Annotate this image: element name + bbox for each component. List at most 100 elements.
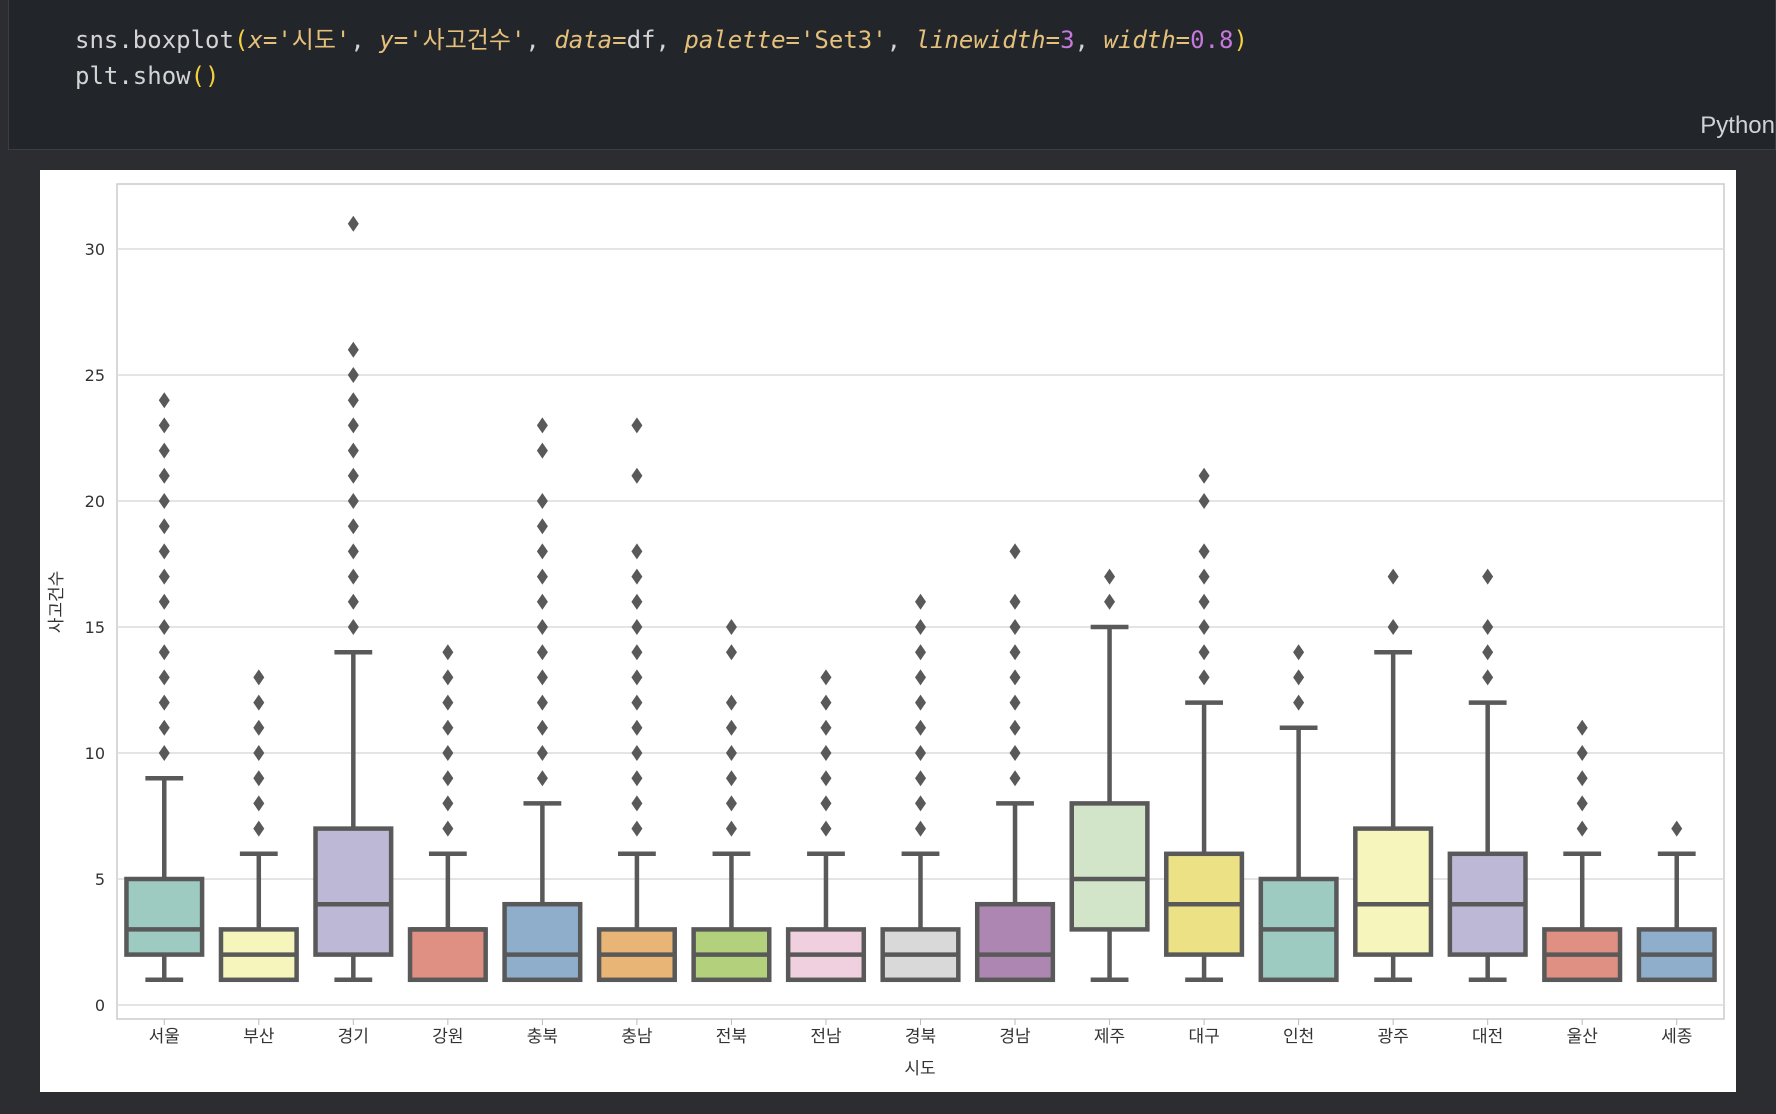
outlier-point <box>158 417 170 434</box>
outlier-point <box>631 694 643 711</box>
outlier-point <box>915 669 926 686</box>
outlier-point <box>1576 795 1588 812</box>
outlier-point <box>158 694 170 711</box>
outlier-point <box>1009 669 1021 686</box>
outlier-point <box>820 745 832 761</box>
box-group <box>1258 644 1339 983</box>
outlier-point <box>158 644 170 661</box>
y-tick-label: 10 <box>85 744 105 763</box>
box-group <box>880 593 961 983</box>
outlier-point <box>820 669 832 686</box>
outlier-point <box>631 593 643 610</box>
y-tick-label: 15 <box>85 618 105 637</box>
outlier-point <box>631 719 643 736</box>
outlier-point <box>158 669 170 686</box>
outlier-point <box>725 719 737 736</box>
box-group <box>785 669 867 983</box>
x-axis-label: 시도 <box>904 1059 935 1079</box>
x-tick-label: 제주 <box>1094 1027 1125 1047</box>
box <box>1353 826 1434 957</box>
x-tick-label: 울산 <box>1567 1027 1599 1047</box>
outlier-point <box>1671 820 1683 837</box>
outlier-point <box>631 619 643 635</box>
y-tick-label: 20 <box>85 492 105 511</box>
code-cell[interactable]: sns.boxplot(x='시도', y='사고건수', data=df, p… <box>8 0 1776 150</box>
outlier-point <box>347 568 359 585</box>
outlier-point <box>1387 619 1399 635</box>
outlier-point <box>631 820 643 837</box>
outlier-point <box>536 543 548 560</box>
outlier-point <box>1482 619 1494 635</box>
outlier-point <box>253 795 265 812</box>
box <box>1069 801 1150 932</box>
box <box>313 826 394 957</box>
outlier-point <box>1198 493 1210 509</box>
y-tick-label: 25 <box>85 366 105 385</box>
y-tick-label: 30 <box>85 240 105 259</box>
outlier-point <box>631 669 643 686</box>
outlier-point <box>1198 669 1210 686</box>
outlier-point <box>253 694 265 711</box>
outlier-point <box>347 442 359 459</box>
outlier-point <box>915 745 926 761</box>
x-tick-label: 전남 <box>810 1027 842 1047</box>
outlier-point <box>347 392 359 409</box>
outlier-point <box>536 694 548 711</box>
outlier-point <box>725 644 737 661</box>
outlier-point <box>442 669 454 686</box>
x-tick-label: 광주 <box>1378 1027 1409 1047</box>
x-tick-label: 전북 <box>716 1027 747 1047</box>
x-tick-label: 인천 <box>1283 1027 1314 1047</box>
y-tick-label: 5 <box>95 870 105 889</box>
code-line-2: plt.show() <box>75 62 220 90</box>
outlier-point <box>347 593 359 610</box>
outlier-point <box>253 820 265 837</box>
outlier-point <box>536 719 548 736</box>
outlier-point <box>158 619 170 635</box>
outlier-point <box>631 543 643 560</box>
box-group <box>1353 568 1434 983</box>
box-group <box>502 417 583 983</box>
language-label[interactable]: Python <box>1700 112 1775 139</box>
box-group <box>1542 719 1623 983</box>
outlier-point <box>158 719 170 736</box>
outlier-point <box>1009 543 1021 560</box>
outlier-point <box>347 341 359 358</box>
outlier-point <box>442 795 454 812</box>
outlier-point <box>1198 593 1210 610</box>
outlier-point <box>820 719 832 736</box>
y-axis-label: 사고건수 <box>47 571 67 634</box>
outlier-point <box>158 593 170 610</box>
x-tick-label: 충북 <box>527 1027 558 1047</box>
outlier-point <box>442 770 454 787</box>
outlier-point <box>253 719 265 736</box>
outlier-point <box>1009 770 1021 787</box>
box-group <box>218 669 299 983</box>
outlier-point <box>536 442 548 459</box>
outlier-point <box>1104 568 1116 585</box>
outlier-point <box>1198 619 1210 635</box>
code-editor[interactable]: sns.boxplot(x='시도', y='사고건수', data=df, p… <box>75 22 1248 94</box>
outlier-point <box>1198 543 1210 560</box>
outlier-point <box>347 543 359 560</box>
outlier-point <box>631 644 643 661</box>
outlier-point <box>158 543 170 560</box>
outlier-point <box>725 770 737 787</box>
outlier-point <box>442 644 454 661</box>
outlier-point <box>1576 745 1588 761</box>
outlier-point <box>347 215 359 232</box>
outlier-point <box>158 493 170 509</box>
box-group <box>313 215 394 983</box>
outlier-point <box>253 770 265 787</box>
outlier-point <box>820 820 832 837</box>
outlier-point <box>725 694 737 711</box>
outlier-point <box>915 795 926 812</box>
box-group <box>1164 467 1245 983</box>
outlier-point <box>631 770 643 787</box>
outlier-point <box>1576 820 1588 837</box>
box-group <box>974 543 1056 983</box>
x-tick-label: 경기 <box>338 1027 369 1047</box>
x-tick-label: 강원 <box>432 1027 463 1047</box>
outlier-point <box>631 467 643 484</box>
outlier-point <box>158 518 170 535</box>
